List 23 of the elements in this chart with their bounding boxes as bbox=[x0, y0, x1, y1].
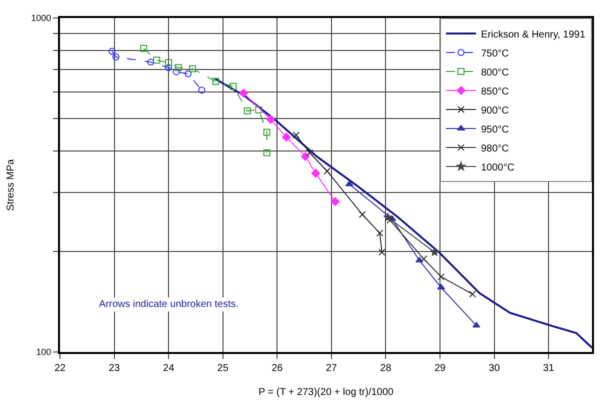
x-tick-label: 28 bbox=[380, 363, 392, 374]
legend-label: 980°C bbox=[481, 143, 509, 154]
x-axis-title: P = (T + 273)(20 + log tr)/1000 bbox=[258, 387, 394, 398]
x-tick-label: 24 bbox=[163, 363, 175, 374]
x-tick-label: 30 bbox=[488, 363, 500, 374]
y-axis-title: Stress MPa bbox=[6, 158, 17, 211]
legend-label: 850°C bbox=[481, 86, 509, 98]
x-tick-label: 27 bbox=[326, 363, 338, 374]
x-tick-label: 23 bbox=[108, 363, 120, 374]
x-tick-label: 22 bbox=[54, 363, 66, 374]
y-tick-label: 1000 bbox=[31, 13, 52, 24]
x-tick-label: 31 bbox=[543, 363, 555, 374]
legend-label: 950°C bbox=[481, 124, 509, 136]
annotation: Arrows indicate unbroken tests. bbox=[99, 299, 239, 310]
legend-label: 750°C bbox=[481, 48, 509, 60]
y-tick-label: 100 bbox=[36, 347, 52, 358]
legend-label: 1000°C bbox=[481, 162, 514, 174]
x-tick-label: 25 bbox=[217, 363, 229, 374]
x-tick-label: 26 bbox=[272, 363, 284, 374]
x-tick-label: 29 bbox=[434, 363, 446, 374]
legend-label: 800°C bbox=[481, 67, 509, 78]
legend-label: Erickson & Henry, 1991 bbox=[481, 29, 586, 40]
legend-label: 900°C bbox=[481, 105, 509, 116]
